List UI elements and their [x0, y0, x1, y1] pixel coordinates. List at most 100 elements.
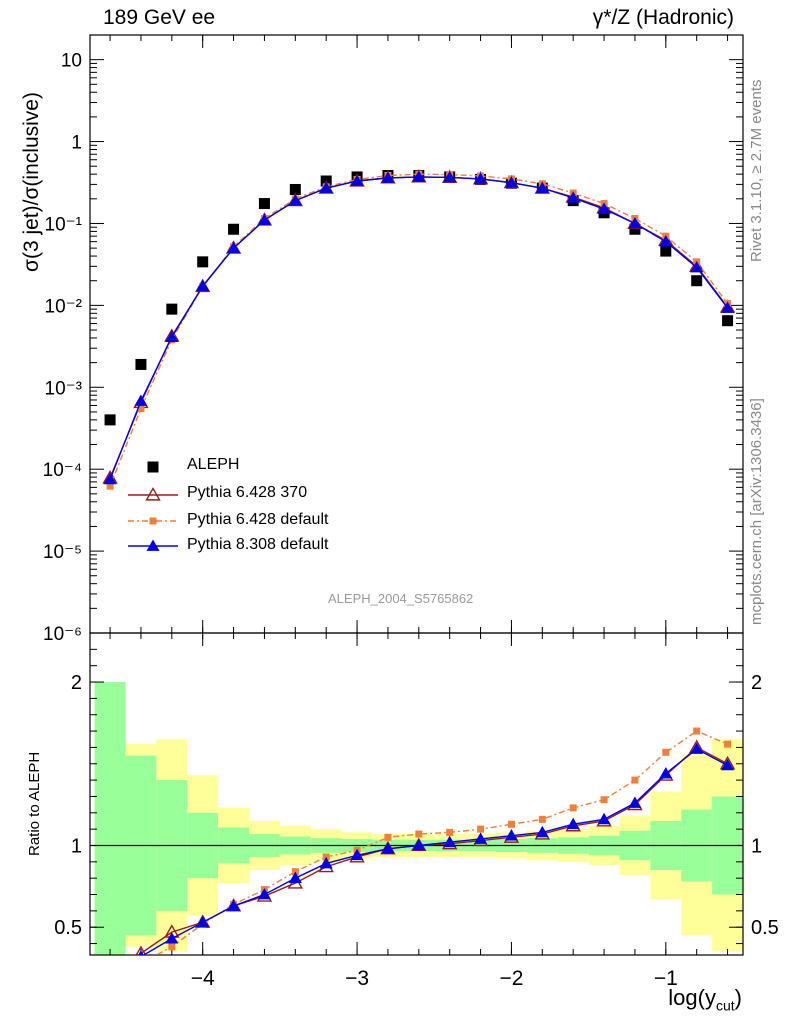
ratio-y-tick-label: 0.5	[54, 917, 82, 939]
data-point	[288, 871, 302, 884]
data-point	[446, 828, 454, 836]
data-point	[138, 950, 144, 955]
data-point	[690, 261, 704, 273]
process-label: γ*/Z (Hadronic)	[592, 6, 734, 29]
data-point	[535, 825, 549, 838]
data-point	[137, 960, 144, 967]
data-point	[384, 833, 392, 841]
y-tick-label: 1	[71, 133, 82, 154]
data-point	[722, 315, 734, 327]
series-0	[104, 170, 734, 426]
data-point	[165, 330, 179, 342]
y-tick-label: 10⁻¹	[45, 214, 83, 235]
data-point	[228, 223, 240, 235]
data-point	[135, 945, 147, 955]
ratio-y-tick-label: 2	[71, 672, 82, 694]
ratio-y-tick-label: 1	[71, 835, 82, 857]
data-point	[196, 915, 210, 928]
data-point	[443, 835, 457, 848]
main-series	[102, 169, 736, 490]
data-point	[477, 825, 485, 833]
data-point	[227, 241, 241, 253]
data-point	[350, 174, 364, 186]
data-point	[597, 202, 611, 214]
data-point	[693, 727, 701, 735]
data-point	[257, 213, 271, 225]
y-tick-label: 10⁻⁶	[43, 624, 82, 645]
data-point	[443, 170, 457, 183]
series-1	[102, 169, 736, 484]
data-point	[319, 856, 333, 869]
data-point	[507, 820, 515, 828]
data-point	[690, 742, 704, 754]
data-point	[134, 394, 148, 406]
ratio-y-tick-label-right: 1	[751, 835, 762, 857]
data-point	[412, 838, 426, 851]
data-point	[135, 358, 147, 370]
data-point	[628, 216, 642, 229]
ratio-series	[107, 727, 736, 988]
data-point	[103, 472, 117, 485]
data-point	[628, 796, 642, 808]
rivet-version-label: Rivet 3.1.10, ≥ 2.7M events	[748, 79, 765, 263]
legend-label-pythia6-370: Pythia 6.428 370	[187, 484, 308, 501]
data-point	[137, 405, 145, 413]
ratio-series-2	[138, 742, 735, 955]
data-point	[691, 275, 703, 287]
data-point	[107, 981, 114, 988]
energy-label: 189 GeV ee	[103, 6, 216, 29]
y-tick-label: 10⁻⁴	[43, 460, 82, 481]
series-line	[154, 730, 728, 955]
band-stat	[94, 682, 126, 955]
data-point	[350, 848, 364, 861]
mcplots-source-label: mcplots.cern.ch [arXiv:1306.3436]	[748, 398, 765, 625]
legend-marker	[147, 461, 159, 473]
data-point	[566, 817, 580, 830]
x-axis-label-subscript: cut	[715, 997, 735, 1014]
data-point	[724, 740, 732, 748]
data-point	[104, 414, 116, 426]
y-tick-label: 10⁻³	[45, 378, 83, 399]
x-tick-label: −1	[654, 967, 678, 990]
x-tick-label: −3	[345, 967, 369, 990]
data-point	[504, 176, 518, 188]
data-point	[721, 758, 735, 771]
data-point	[381, 842, 395, 854]
main-y-tick-labels: 10⁻⁶ 10⁻⁵ 10⁻⁴ 10⁻³ 10⁻² 10⁻¹ 1 10	[43, 51, 82, 645]
x-axis-label-text: log(y	[668, 985, 716, 1010]
data-point	[197, 256, 209, 268]
x-axis-label: log(ycut)	[668, 985, 742, 1013]
data-point	[381, 171, 395, 183]
y-axis-label-ratio: Ratio to ALEPH	[26, 751, 43, 856]
x-ticks: −4 −3 −2 −1	[109, 35, 729, 990]
data-point	[415, 830, 423, 838]
data-point	[659, 767, 673, 779]
data-point	[289, 183, 301, 195]
data-point	[288, 194, 302, 206]
data-point	[474, 172, 488, 184]
data-point	[538, 815, 546, 823]
data-point	[291, 868, 299, 876]
ratio-y-tick-label-right: 0.5	[751, 917, 779, 939]
ratio-y-ticks: 0.5 0.5 1 1 2 2	[54, 648, 779, 945]
legend-label-pythia6-default: Pythia 6.428 default	[187, 511, 329, 528]
data-point	[662, 748, 670, 756]
data-point	[168, 943, 176, 951]
data-point	[106, 482, 114, 490]
data-point	[721, 301, 735, 313]
y-tick-label: 10⁻²	[45, 296, 83, 317]
data-point	[659, 235, 673, 247]
x-axis-label-close: )	[734, 985, 742, 1010]
data-point	[535, 181, 549, 194]
x-tick-label: −2	[499, 967, 523, 990]
x-tick-label: −4	[191, 967, 215, 990]
legend-marker	[146, 539, 160, 551]
data-point	[569, 804, 577, 812]
legend-label-pythia8-default: Pythia 8.308 default	[187, 536, 329, 553]
data-point	[165, 932, 179, 944]
y-axis-label-main: σ(3 jet)/σ(inclusive)	[20, 92, 43, 272]
data-point	[600, 796, 608, 804]
data-point	[660, 245, 672, 257]
legend-markers	[128, 461, 178, 551]
